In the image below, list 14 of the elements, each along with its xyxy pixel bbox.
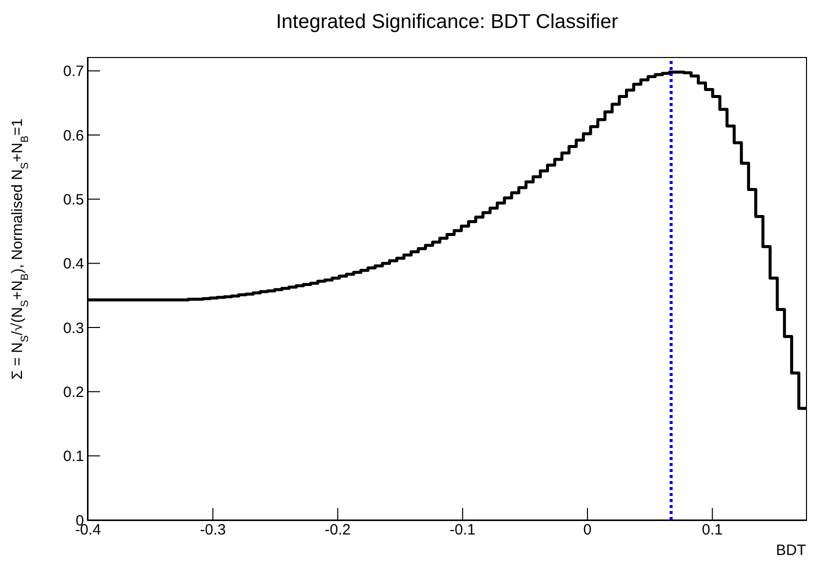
y-tick-label: 0.5 — [63, 191, 84, 208]
y-tick-label: 0.7 — [63, 63, 84, 80]
x-tick-label: -0.2 — [324, 522, 351, 539]
y-tick-label: 0.3 — [63, 320, 84, 337]
x-tick-label: -0.1 — [450, 522, 476, 539]
x-tick-label: -0.3 — [200, 522, 226, 539]
x-axis-title: BDT — [776, 542, 806, 559]
x-tick-label: 0 — [583, 522, 592, 539]
y-tick-label: 0.2 — [63, 384, 84, 401]
chart-title: Integrated Significance: BDT Classifier — [276, 11, 618, 33]
x-tick-label: 0.1 — [702, 522, 723, 539]
y-tick-label: 0.1 — [63, 448, 84, 466]
y-tick-label: 0.4 — [63, 256, 84, 273]
y-tick-label: 0.6 — [63, 127, 84, 144]
